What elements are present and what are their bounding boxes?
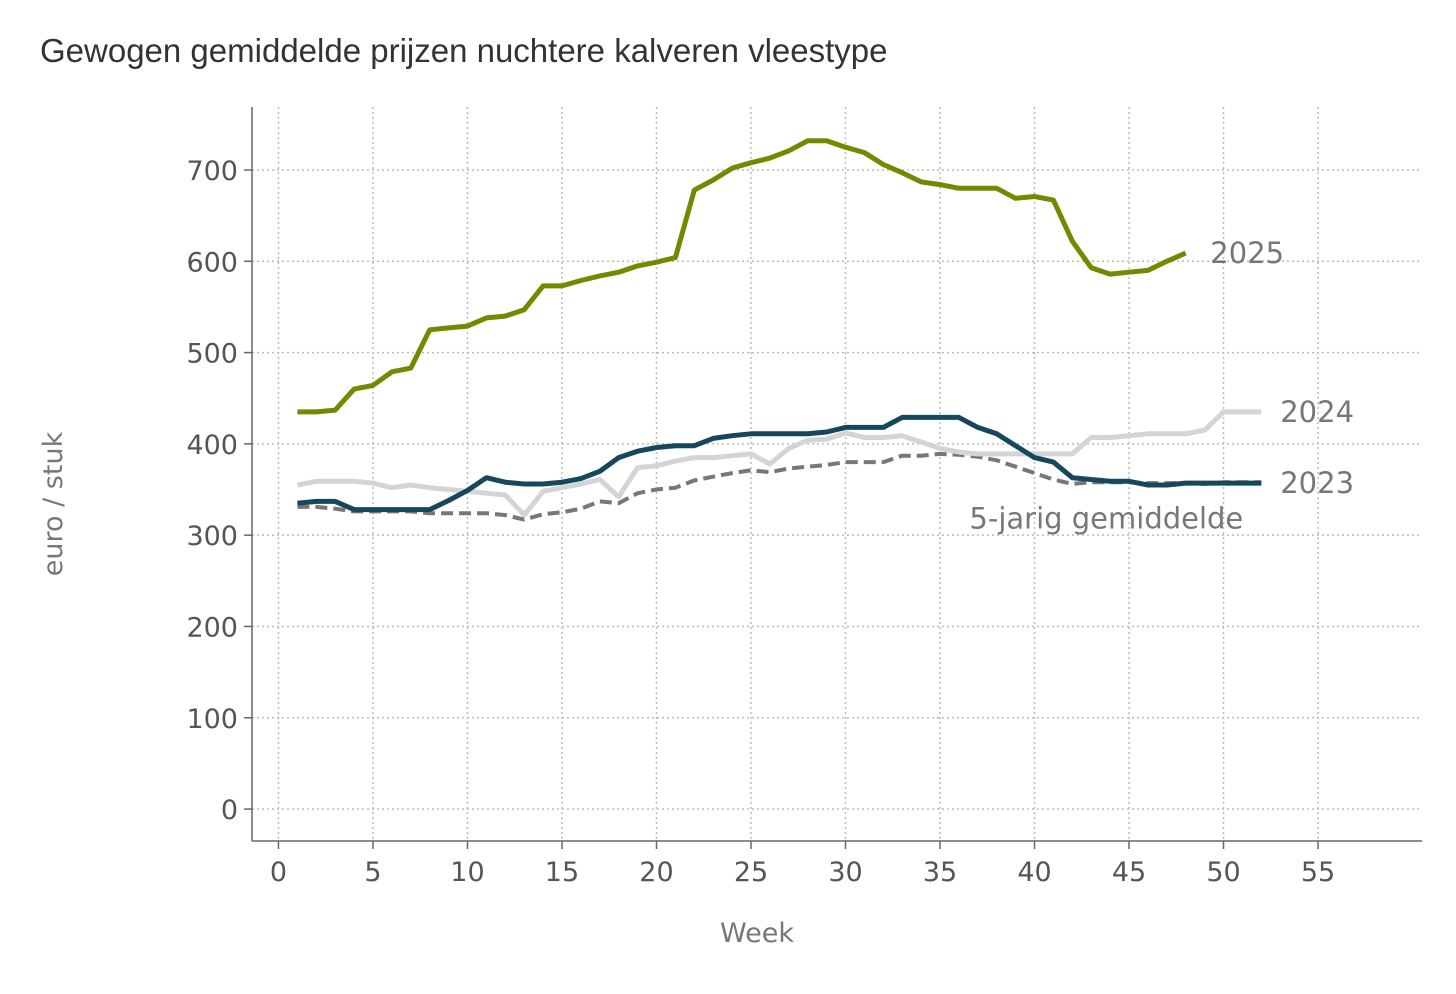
- x-tick-label: 35: [923, 857, 957, 888]
- grid: [252, 107, 1422, 841]
- x-tick-label: 20: [639, 857, 673, 888]
- series-label: 5-jarig gemiddelde: [969, 502, 1243, 536]
- series-lines: [296, 138, 1262, 522]
- x-tick-label: 50: [1206, 857, 1240, 888]
- chart-title: Gewogen gemiddelde prijzen nuchtere kalv…: [40, 32, 888, 69]
- y-tick-label: 100: [186, 704, 238, 735]
- x-tick-label: 5: [364, 857, 381, 888]
- y-tick-label: 500: [186, 339, 238, 370]
- y-tick-label: 200: [186, 612, 238, 643]
- y-tick-label: 400: [186, 430, 238, 461]
- series-line-2024: [296, 409, 1262, 518]
- series-labels: 2025 2024 2023 5-jarig gemiddelde: [969, 236, 1354, 536]
- series-label: 2025: [1210, 236, 1284, 270]
- x-tick-label: 15: [545, 857, 579, 888]
- x-tick-label: 10: [450, 857, 484, 888]
- x-tick-label: 30: [828, 857, 862, 888]
- series-label: 2023: [1280, 466, 1354, 500]
- x-tick-label: 0: [270, 857, 287, 888]
- series-line-2025: [297, 138, 1187, 415]
- x-tick-label: 25: [734, 857, 768, 888]
- axes: 0 5 10 15 20 25 30 35 40 45 50 55010020030040050060…: [186, 107, 1422, 888]
- y-tick-label: 0: [221, 795, 238, 826]
- series-line-2023: [297, 414, 1262, 513]
- y-tick-label: 700: [186, 156, 238, 187]
- y-tick-label: 300: [186, 521, 238, 552]
- x-tick-label: 45: [1112, 857, 1146, 888]
- y-axis-label: euro / stuk: [38, 431, 69, 576]
- x-tick-label: 40: [1017, 857, 1051, 888]
- series-label: 2024: [1280, 395, 1354, 429]
- x-axis-label: Week: [720, 918, 794, 949]
- y-tick-label: 600: [186, 247, 238, 278]
- x-tick-label: 55: [1301, 857, 1335, 888]
